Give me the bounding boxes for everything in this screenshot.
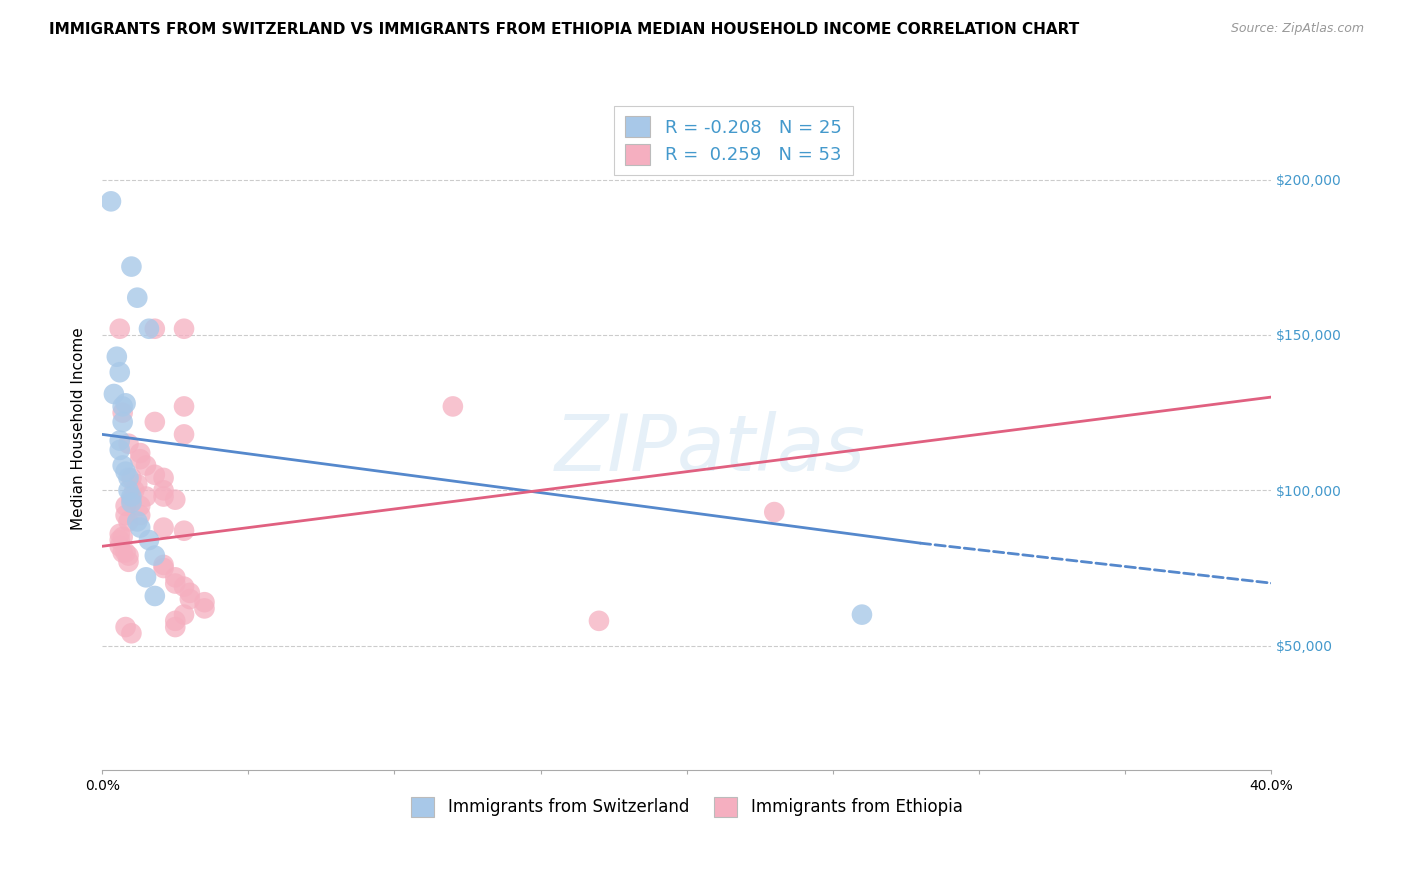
Legend: Immigrants from Switzerland, Immigrants from Ethiopia: Immigrants from Switzerland, Immigrants …	[404, 790, 969, 823]
Point	[117, 549, 139, 563]
Point	[117, 515, 139, 529]
Point	[120, 471, 142, 485]
Point	[120, 490, 142, 504]
Y-axis label: Median Household Income: Median Household Income	[72, 326, 86, 530]
Point	[135, 490, 157, 504]
Point	[152, 483, 174, 498]
Point	[193, 601, 215, 615]
Point	[173, 607, 195, 622]
Point	[117, 471, 139, 485]
Point	[111, 530, 134, 544]
Point	[117, 555, 139, 569]
Point	[111, 545, 134, 559]
Point	[108, 442, 131, 457]
Point	[143, 549, 166, 563]
Point	[165, 576, 187, 591]
Point	[108, 365, 131, 379]
Point	[108, 539, 131, 553]
Point	[124, 483, 146, 498]
Point	[138, 533, 160, 547]
Point	[135, 458, 157, 473]
Point	[114, 620, 136, 634]
Point	[108, 322, 131, 336]
Point	[165, 620, 187, 634]
Point	[173, 427, 195, 442]
Point	[129, 508, 152, 523]
Point	[152, 490, 174, 504]
Point	[129, 499, 152, 513]
Point	[111, 406, 134, 420]
Point	[152, 561, 174, 575]
Point	[851, 607, 873, 622]
Point	[111, 415, 134, 429]
Point	[117, 436, 139, 450]
Point	[143, 322, 166, 336]
Point	[108, 434, 131, 448]
Point	[165, 614, 187, 628]
Point	[120, 260, 142, 274]
Point	[588, 614, 610, 628]
Point	[114, 465, 136, 479]
Point	[152, 558, 174, 572]
Point	[120, 496, 142, 510]
Point	[114, 396, 136, 410]
Point	[108, 533, 131, 547]
Point	[111, 400, 134, 414]
Point	[129, 446, 152, 460]
Point	[120, 626, 142, 640]
Point	[111, 458, 134, 473]
Point	[441, 400, 464, 414]
Text: Source: ZipAtlas.com: Source: ZipAtlas.com	[1230, 22, 1364, 36]
Point	[173, 322, 195, 336]
Point	[114, 499, 136, 513]
Point	[127, 291, 149, 305]
Point	[129, 520, 152, 534]
Point	[114, 508, 136, 523]
Point	[120, 492, 142, 507]
Point	[179, 592, 201, 607]
Point	[173, 524, 195, 538]
Point	[100, 194, 122, 209]
Point	[143, 415, 166, 429]
Point	[173, 580, 195, 594]
Point	[127, 477, 149, 491]
Point	[127, 515, 149, 529]
Point	[152, 520, 174, 534]
Point	[105, 350, 128, 364]
Point	[143, 467, 166, 482]
Point	[143, 589, 166, 603]
Point	[165, 492, 187, 507]
Point	[138, 322, 160, 336]
Point	[129, 452, 152, 467]
Text: ZIPatlas: ZIPatlas	[554, 410, 866, 487]
Point	[135, 570, 157, 584]
Point	[117, 483, 139, 498]
Point	[114, 545, 136, 559]
Text: IMMIGRANTS FROM SWITZERLAND VS IMMIGRANTS FROM ETHIOPIA MEDIAN HOUSEHOLD INCOME : IMMIGRANTS FROM SWITZERLAND VS IMMIGRANT…	[49, 22, 1080, 37]
Point	[165, 570, 187, 584]
Point	[108, 526, 131, 541]
Point	[193, 595, 215, 609]
Point	[103, 387, 125, 401]
Point	[179, 586, 201, 600]
Point	[152, 471, 174, 485]
Point	[173, 400, 195, 414]
Point	[763, 505, 786, 519]
